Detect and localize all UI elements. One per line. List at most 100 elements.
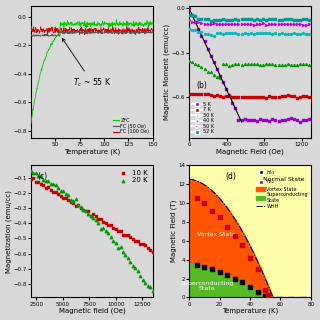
10 K: [78, 205, 83, 210]
Point: [224, 93, 229, 98]
Point: [267, 31, 272, 36]
Point: [279, 63, 284, 68]
Point: [227, 92, 232, 98]
Point: [193, 20, 198, 25]
Point: [248, 62, 253, 67]
20 K: [61, 189, 66, 194]
Point: [298, 17, 303, 22]
20 K: [43, 178, 48, 183]
Point: [292, 17, 297, 22]
Point: [224, 86, 229, 91]
10 K: [48, 187, 53, 192]
Point: [196, 26, 201, 31]
10 K: [28, 176, 34, 181]
Point: [196, 17, 201, 22]
Point: [266, 294, 271, 300]
Legend: $H_{c1}$, $H_{c2}$, Vortex State, Superconducting
State, WHH: $H_{c1}$, $H_{c2}$, Vortex State, Superc…: [255, 168, 308, 209]
Point: [214, 67, 220, 72]
20 K: [138, 274, 143, 279]
Point: [304, 61, 309, 66]
20 K: [41, 178, 46, 183]
20 K: [106, 231, 111, 236]
10 K: [53, 189, 59, 194]
10 K: [51, 189, 56, 195]
10 K: [81, 207, 86, 212]
Point: [187, 26, 192, 31]
Point: [211, 17, 216, 22]
20 K: [140, 277, 146, 282]
20 K: [108, 234, 113, 239]
20 K: [31, 171, 36, 176]
Point: [205, 92, 210, 97]
20 K: [96, 220, 101, 226]
Point: [279, 118, 284, 123]
Point: [242, 117, 247, 122]
Point: [267, 21, 272, 26]
Point: [264, 117, 269, 123]
Point: [220, 62, 226, 67]
10 K: [86, 209, 91, 214]
10 K: [140, 242, 146, 247]
Point: [209, 208, 214, 213]
Point: [187, 6, 192, 11]
Point: [307, 31, 312, 36]
Text: (c): (c): [37, 172, 47, 181]
20 K: [118, 244, 123, 249]
20 K: [145, 283, 150, 288]
Point: [251, 94, 256, 99]
Point: [205, 32, 210, 37]
Point: [260, 94, 266, 99]
10 K: [58, 194, 63, 199]
Text: Superconducting
State: Superconducting State: [181, 281, 234, 292]
Point: [193, 13, 198, 18]
10 K: [106, 222, 111, 228]
20 K: [68, 197, 73, 203]
Point: [270, 61, 275, 66]
Point: [273, 62, 278, 67]
Point: [279, 94, 284, 99]
Point: [199, 30, 204, 35]
Point: [292, 62, 297, 67]
Point: [233, 31, 238, 36]
Point: [193, 91, 198, 96]
20 K: [128, 260, 133, 265]
20 K: [51, 181, 56, 186]
Point: [273, 17, 278, 22]
Point: [245, 17, 250, 22]
Point: [292, 21, 297, 27]
Point: [267, 119, 272, 124]
Point: [292, 116, 297, 122]
Point: [258, 31, 263, 36]
Point: [251, 22, 256, 27]
10 K: [88, 213, 93, 219]
Point: [307, 62, 312, 67]
Point: [288, 62, 293, 68]
Point: [242, 22, 247, 27]
Point: [298, 119, 303, 124]
X-axis label: Temperature (K): Temperature (K): [64, 148, 120, 155]
Legend: ZFC, FC (50 Oe), FC (100 Oe): ZFC, FC (50 Oe), FC (100 Oe): [112, 117, 150, 135]
Point: [288, 17, 293, 22]
Point: [217, 17, 222, 22]
Y-axis label: Magnetization (emu/cc): Magnetization (emu/cc): [5, 190, 12, 273]
Point: [288, 22, 293, 27]
Legend: 5 K, 7 K, 30 K, 40 K, 50 K, 52 K: 5 K, 7 K, 30 K, 40 K, 50 K, 52 K: [191, 101, 215, 135]
20 K: [36, 173, 41, 179]
Point: [307, 116, 312, 122]
10 K: [56, 192, 61, 197]
Point: [199, 17, 204, 22]
Point: [217, 93, 222, 98]
Point: [208, 53, 213, 59]
20 K: [143, 280, 148, 285]
10 K: [100, 220, 106, 225]
Y-axis label: Magnetic Moment (emu/cc): Magnetic Moment (emu/cc): [164, 24, 170, 120]
Point: [205, 21, 210, 27]
Point: [230, 17, 235, 22]
20 K: [148, 285, 153, 290]
Point: [232, 234, 237, 239]
Point: [298, 21, 303, 27]
20 K: [98, 226, 103, 231]
Point: [273, 117, 278, 122]
Point: [304, 117, 309, 123]
Point: [233, 17, 238, 22]
